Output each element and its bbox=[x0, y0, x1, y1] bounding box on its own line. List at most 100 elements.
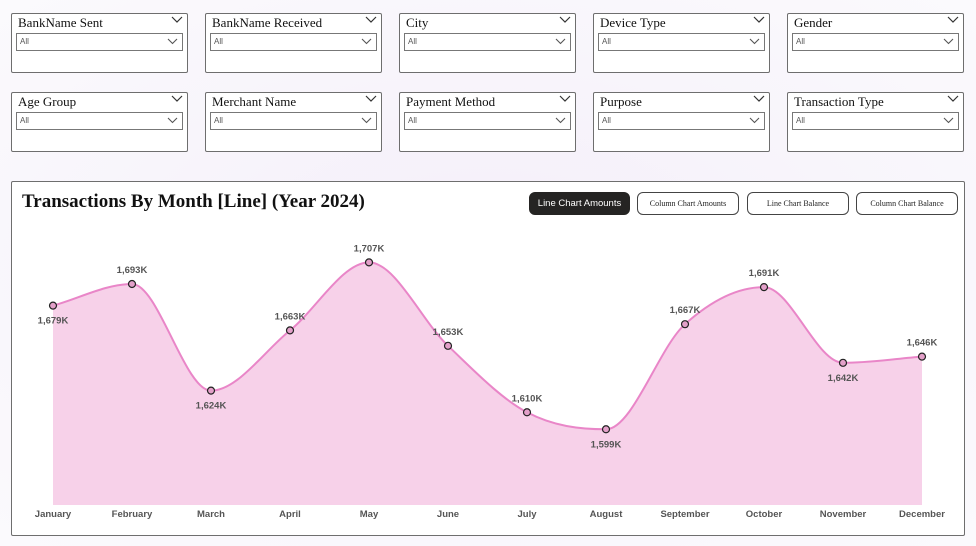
chevron-down-icon bbox=[361, 38, 372, 45]
chevron-down-icon[interactable] bbox=[559, 94, 571, 104]
chevron-down-icon bbox=[555, 38, 566, 45]
data-label: 1,693K bbox=[117, 265, 148, 276]
x-tick-label: June bbox=[437, 509, 459, 520]
chevron-down-icon[interactable] bbox=[365, 15, 377, 25]
filter-title: Age Group bbox=[18, 94, 77, 109]
chevron-down-icon bbox=[167, 117, 178, 124]
filter-value: All bbox=[214, 37, 223, 46]
data-label: 1,667K bbox=[670, 305, 701, 316]
x-tick-label: December bbox=[899, 509, 945, 520]
data-point[interactable] bbox=[443, 341, 453, 350]
filter-dropdown[interactable]: All bbox=[404, 112, 571, 130]
chevron-down-icon bbox=[749, 117, 760, 124]
chevron-down-icon[interactable] bbox=[171, 94, 183, 104]
data-point[interactable] bbox=[206, 386, 216, 395]
filter-device-type: Device Type All bbox=[593, 13, 770, 73]
data-point[interactable] bbox=[127, 279, 137, 289]
filter-purpose: Purpose All bbox=[593, 92, 770, 152]
chart-title: Transactions By Month [Line] (Year 2024) bbox=[22, 191, 365, 212]
chevron-down-icon[interactable] bbox=[753, 94, 765, 104]
filter-title: Payment Method bbox=[406, 94, 496, 109]
filter-payment-method: Payment Method All bbox=[399, 92, 576, 152]
filter-dropdown[interactable]: All bbox=[792, 33, 959, 51]
filter-gender: Gender All bbox=[787, 13, 964, 73]
x-tick-label: October bbox=[746, 509, 783, 520]
filter-value: All bbox=[602, 37, 611, 46]
data-label: 1,679K bbox=[38, 316, 69, 327]
filter-title: Device Type bbox=[600, 15, 666, 30]
data-label: 1,599K bbox=[591, 439, 622, 450]
filter-dropdown[interactable]: All bbox=[598, 33, 765, 51]
filter-bankname-sent: BankName Sent All bbox=[11, 13, 188, 73]
x-tick-label: November bbox=[820, 509, 867, 520]
column-chart-balance-button[interactable]: Column Chart Balance bbox=[856, 192, 958, 215]
data-label: 1,642K bbox=[828, 373, 859, 384]
data-point[interactable] bbox=[917, 352, 927, 361]
filter-value: All bbox=[214, 116, 223, 125]
filter-title: Transaction Type bbox=[794, 94, 884, 109]
filter-title: BankName Received bbox=[212, 15, 323, 30]
chevron-down-icon[interactable] bbox=[559, 15, 571, 25]
line-chart-amounts-button[interactable]: Line Chart Amounts bbox=[529, 192, 630, 215]
filter-title: BankName Sent bbox=[18, 15, 103, 30]
chevron-down-icon bbox=[943, 117, 954, 124]
data-point[interactable] bbox=[601, 425, 611, 434]
filter-dropdown[interactable]: All bbox=[16, 33, 183, 51]
filter-title: City bbox=[406, 15, 429, 30]
filter-dropdown[interactable]: All bbox=[404, 33, 571, 51]
line-chart-balance-button[interactable]: Line Chart Balance bbox=[747, 192, 849, 215]
chevron-down-icon bbox=[167, 38, 178, 45]
filter-value: All bbox=[408, 116, 417, 125]
filter-dropdown[interactable]: All bbox=[16, 112, 183, 130]
x-tick-label: February bbox=[112, 509, 153, 520]
data-label: 1,691K bbox=[749, 268, 780, 279]
filter-merchant-name: Merchant Name All bbox=[205, 92, 382, 152]
data-point[interactable] bbox=[838, 358, 848, 367]
data-point[interactable] bbox=[680, 320, 690, 329]
x-tick-label: March bbox=[197, 509, 225, 520]
data-point[interactable] bbox=[759, 282, 769, 292]
line-chart: 1,679K January 1,693K February 1,624K March 1,… bbox=[35, 243, 945, 520]
filter-dropdown[interactable]: All bbox=[210, 112, 377, 130]
filter-title: Merchant Name bbox=[212, 94, 297, 109]
chart-card: Transactions By Month [Line] (Year 2024)… bbox=[11, 181, 965, 536]
chevron-down-icon[interactable] bbox=[171, 15, 183, 25]
column-chart-amounts-button[interactable]: Column Chart Amounts bbox=[637, 192, 739, 215]
filter-value: All bbox=[408, 37, 417, 46]
data-point[interactable] bbox=[48, 301, 58, 310]
data-label: 1,624K bbox=[196, 401, 227, 412]
filter-title: Gender bbox=[794, 15, 833, 30]
chevron-down-icon bbox=[361, 117, 372, 124]
data-label: 1,610K bbox=[512, 393, 543, 404]
chevron-down-icon[interactable] bbox=[753, 15, 765, 25]
filter-bankname-received: BankName Received All bbox=[205, 13, 382, 73]
filter-value: All bbox=[796, 37, 805, 46]
filter-value: All bbox=[796, 116, 805, 125]
filter-transaction-type: Transaction Type All bbox=[787, 92, 964, 152]
x-tick-label: April bbox=[279, 509, 301, 520]
chevron-down-icon bbox=[943, 38, 954, 45]
chevron-down-icon bbox=[555, 117, 566, 124]
filter-title: Purpose bbox=[600, 94, 642, 109]
data-label: 1,653K bbox=[433, 327, 464, 338]
chevron-down-icon[interactable] bbox=[947, 15, 959, 25]
chevron-down-icon[interactable] bbox=[947, 94, 959, 104]
data-label: 1,663K bbox=[275, 311, 306, 322]
x-tick-label: September bbox=[660, 509, 709, 520]
filter-age-group: Age Group All bbox=[11, 92, 188, 152]
filter-city: City All bbox=[399, 13, 576, 73]
data-label: 1,646K bbox=[907, 338, 938, 349]
data-label: 1,707K bbox=[354, 243, 385, 254]
x-tick-label: August bbox=[590, 509, 624, 520]
filter-dropdown[interactable]: All bbox=[210, 33, 377, 51]
filter-value: All bbox=[602, 116, 611, 125]
x-tick-label: May bbox=[360, 509, 379, 520]
filter-dropdown[interactable]: All bbox=[598, 112, 765, 130]
x-tick-label: July bbox=[517, 509, 537, 520]
data-point[interactable] bbox=[522, 408, 532, 417]
filter-dropdown[interactable]: All bbox=[792, 112, 959, 130]
chevron-down-icon[interactable] bbox=[365, 94, 377, 104]
filter-value: All bbox=[20, 37, 29, 46]
data-point[interactable] bbox=[364, 258, 374, 267]
data-point[interactable] bbox=[285, 326, 295, 335]
